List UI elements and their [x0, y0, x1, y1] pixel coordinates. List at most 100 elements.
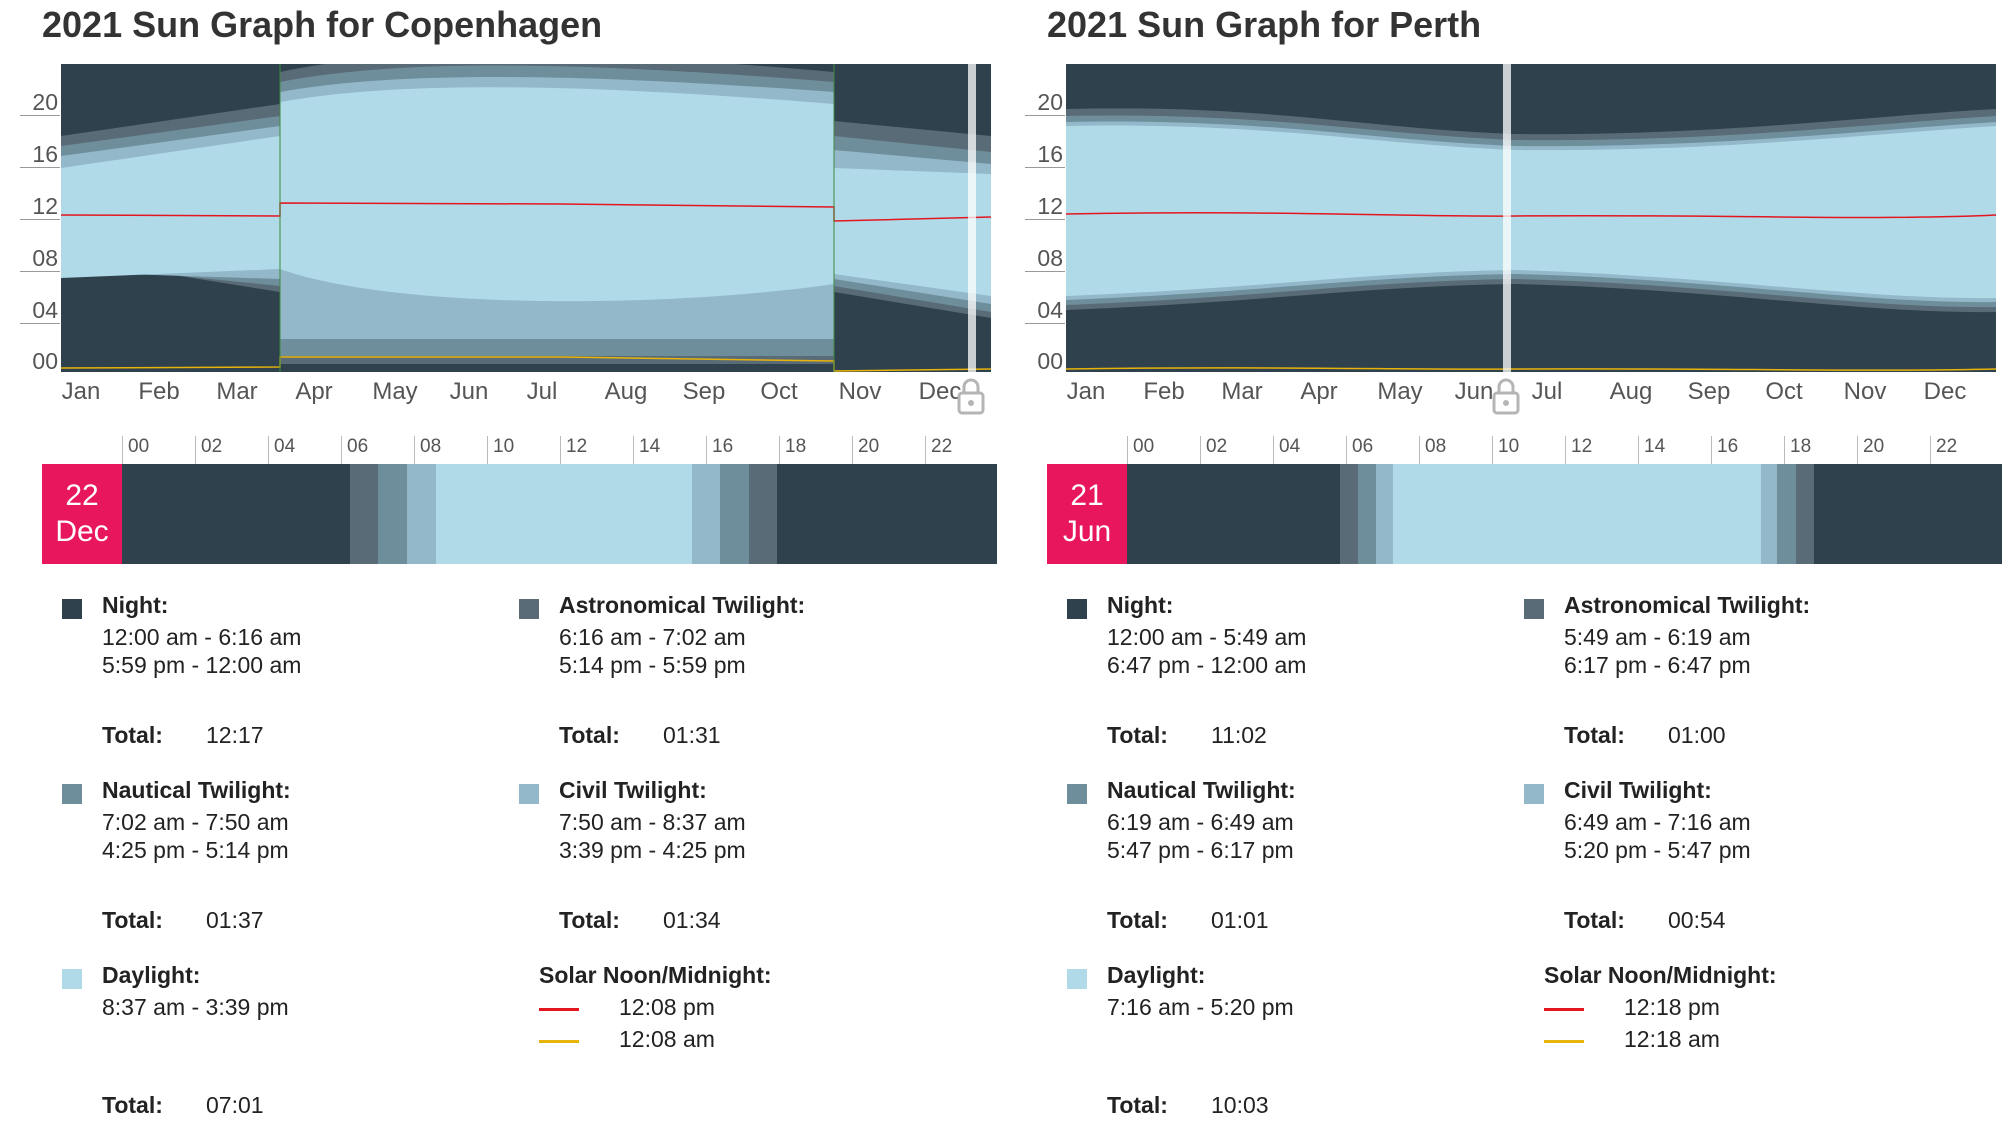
day-detail: 00 02 04 06 08 10 12 14 16 18 20 22 22 D…: [42, 436, 997, 564]
total-label: Total:: [102, 907, 163, 933]
date-month: Jun: [1062, 515, 1112, 548]
total-label: Total:: [559, 907, 620, 933]
astronomical-segment: [749, 464, 777, 564]
hour-label: 16: [706, 436, 779, 464]
daylight-band: [1066, 125, 1996, 299]
legend-nautical: Nautical Twilight: 6:19 am - 6:49 am 5:4…: [1067, 777, 1467, 947]
legend-night: Night: 12:00 am - 6:16 am 5:59 pm - 12:0…: [62, 592, 462, 762]
solar-noon-time: 12:08 pm: [619, 994, 715, 1020]
legend-astronomical: Astronomical Twilight: 5:49 am - 6:19 am…: [1524, 592, 1944, 762]
total-row: Total: 11:02: [1107, 722, 1267, 749]
month-label: Nov: [838, 378, 882, 405]
lock-icon[interactable]: [1491, 376, 1521, 416]
legend-daylight: Daylight: 7:16 am - 5:20 pm Total: 10:03: [1067, 962, 1467, 1122]
month-label: Oct: [1765, 378, 1803, 405]
astronomical-segment: [1340, 464, 1358, 564]
time-range: 4:25 pm - 5:14 pm: [102, 837, 289, 863]
daylight-segment: [1393, 464, 1761, 564]
y-tick-label: 00: [1037, 348, 1063, 374]
y-tick: [1025, 219, 1065, 220]
legend-label: Solar Noon/Midnight:: [539, 962, 772, 988]
y-tick-label: 00: [32, 348, 58, 374]
legend-label: Solar Noon/Midnight:: [1544, 962, 1777, 988]
time-range: 6:47 pm - 12:00 am: [1107, 652, 1307, 678]
selected-date-badge: 21 Jun: [1047, 464, 1127, 564]
month-label: Feb: [1143, 378, 1185, 405]
y-tick-label: 12: [32, 193, 58, 219]
y-tick: [20, 219, 60, 220]
legend-night: Night: 12:00 am - 5:49 am 6:47 pm - 12:0…: [1067, 592, 1467, 762]
time-range: 5:20 pm - 5:47 pm: [1564, 837, 1751, 863]
hour-label: 12: [560, 436, 633, 464]
time-range: 8:37 am - 3:39 pm: [102, 994, 289, 1020]
day-timeline-bar: [1127, 464, 2002, 564]
time-range: 6:17 pm - 6:47 pm: [1564, 652, 1751, 678]
civil-segment: [1761, 464, 1777, 564]
total-row: Total: 01:34: [559, 907, 721, 934]
total-row: Total: 01:31: [559, 722, 721, 749]
hour-label: 22: [1930, 436, 2002, 464]
y-tick: [1025, 271, 1065, 272]
nautical-segment: [720, 464, 749, 564]
total-value: 01:31: [663, 722, 721, 748]
hour-label: 14: [1638, 436, 1711, 464]
total-row: Total: 10:03: [1107, 1092, 1269, 1119]
hour-label: 08: [1419, 436, 1492, 464]
total-value: 12:17: [206, 722, 264, 748]
y-axis: 20 16 12 08 04 00: [1005, 64, 1065, 374]
time-range: 5:49 am - 6:19 am: [1564, 624, 1751, 650]
nautical-swatch: [62, 784, 82, 804]
total-row: Total: 12:17: [102, 722, 264, 749]
legend-label: Civil Twilight:: [559, 777, 707, 803]
time-range: 6:19 am - 6:49 am: [1107, 809, 1294, 835]
legend-nautical: Nautical Twilight: 7:02 am - 7:50 am 4:2…: [62, 777, 462, 947]
month-label: Aug: [604, 378, 648, 405]
hour-label: 20: [852, 436, 925, 464]
hour-label: 18: [1784, 436, 1857, 464]
month-label: Apr: [1300, 378, 1338, 405]
legend-label: Daylight:: [102, 962, 201, 988]
lock-icon[interactable]: [956, 376, 986, 416]
month-label: Sep: [682, 378, 726, 405]
legend-label: Night:: [1107, 592, 1174, 618]
y-tick: [20, 323, 60, 324]
civil-segment: [407, 464, 436, 564]
legend-label: Nautical Twilight:: [102, 777, 291, 803]
month-label: May: [372, 378, 418, 405]
daylight-segment: [436, 464, 692, 564]
astronomical-swatch: [519, 599, 539, 619]
sun-graph-year-chart[interactable]: [1066, 64, 1996, 372]
astronomical-segment: [350, 464, 378, 564]
night-swatch: [62, 599, 82, 619]
solar-noon-time: 12:18 pm: [1624, 994, 1720, 1020]
nautical-segment: [1358, 464, 1376, 564]
daylight-swatch: [1067, 969, 1087, 989]
solar-midnight-swatch: [539, 1040, 579, 1043]
month-label: Nov: [1843, 378, 1887, 405]
total-row: Total: 00:54: [1564, 907, 1726, 934]
astronomical-segment: [1796, 464, 1814, 564]
total-label: Total:: [102, 722, 163, 748]
nautical-segment: [378, 464, 407, 564]
nautical-swatch: [1067, 784, 1087, 804]
sun-graph-year-chart[interactable]: [61, 64, 991, 372]
y-tick-label: 20: [32, 89, 58, 115]
month-label: Feb: [138, 378, 180, 405]
hour-label: 02: [195, 436, 268, 464]
time-range: 12:00 am - 5:49 am: [1107, 624, 1307, 650]
date-day: 22: [65, 479, 99, 512]
time-range: 7:02 am - 7:50 am: [102, 809, 289, 835]
time-range: 6:16 am - 7:02 am: [559, 624, 746, 650]
civil-swatch: [519, 784, 539, 804]
y-tick: [1025, 323, 1065, 324]
y-tick: [1025, 167, 1065, 168]
panel-title: 2021 Sun Graph for Copenhagen: [42, 4, 603, 45]
total-row: Total: 01:00: [1564, 722, 1726, 749]
date-cursor: [1503, 64, 1511, 372]
month-label: Mar: [216, 378, 258, 405]
y-tick-label: 20: [1037, 89, 1063, 115]
civil-swatch: [1524, 784, 1544, 804]
astronomical-swatch: [1524, 599, 1544, 619]
total-value: 01:37: [206, 907, 264, 933]
solar-noon-swatch: [539, 1008, 579, 1011]
